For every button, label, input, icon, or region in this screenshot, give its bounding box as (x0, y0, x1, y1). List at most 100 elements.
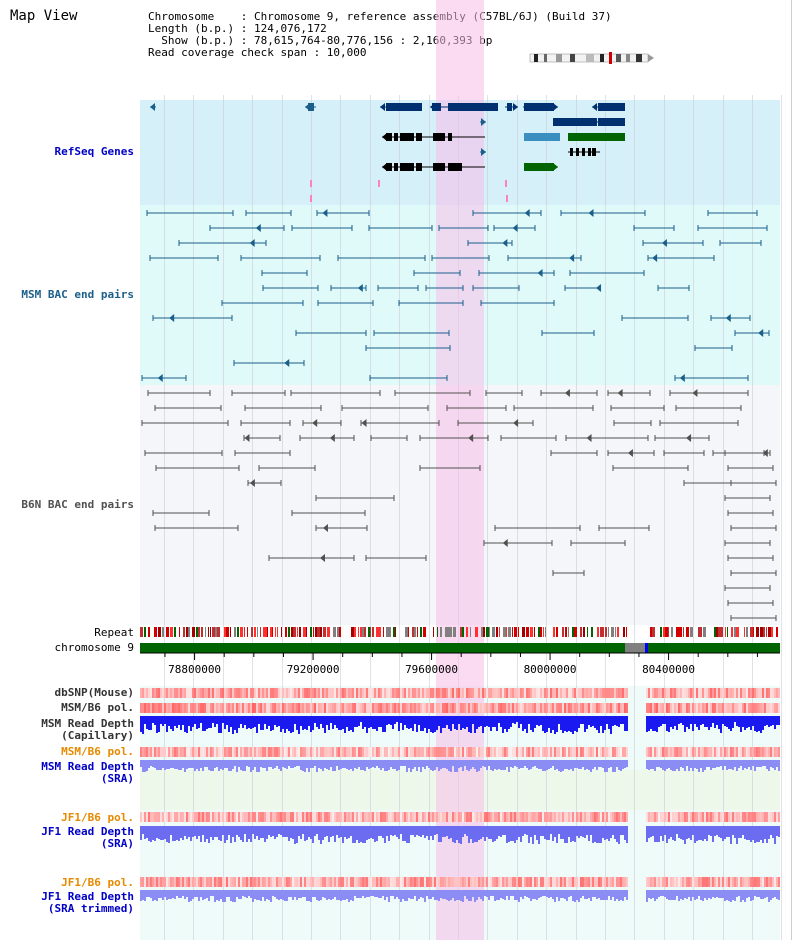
msm-bac-pair[interactable] (178, 239, 267, 247)
b6n-bac-pair[interactable] (154, 525, 239, 531)
refseq-gene[interactable] (382, 133, 485, 141)
b6n-bac-pair[interactable] (612, 465, 689, 471)
b6n-bac-pair[interactable] (550, 450, 598, 456)
refseq-gene[interactable] (592, 103, 625, 111)
read-depth-bars[interactable] (140, 890, 780, 902)
chromosome-bar[interactable] (140, 643, 780, 653)
msm-bac-pair[interactable] (146, 210, 234, 216)
b6n-bac-pair[interactable] (360, 419, 440, 427)
msm-bac-pair[interactable] (633, 225, 675, 231)
b6n-bac-pair[interactable] (598, 525, 650, 531)
msm-bac-pair[interactable] (438, 225, 489, 231)
b6n-bac-pair[interactable] (540, 389, 598, 397)
b6n-bac-pair[interactable] (483, 539, 553, 547)
msm-bac-pair[interactable] (431, 255, 490, 261)
read-depth-bars[interactable] (140, 716, 780, 734)
msm-bac-pair[interactable] (674, 374, 749, 382)
msm-bac-pair[interactable] (657, 285, 690, 291)
coverage-tracks[interactable] (140, 686, 780, 916)
b6n-bac-pair[interactable] (147, 390, 211, 396)
msm-bac-pair[interactable] (149, 255, 219, 261)
msm-bac-pair[interactable] (316, 209, 370, 217)
b6n-bac-pair[interactable] (727, 465, 774, 471)
b6n-bac-end-pairs-track[interactable] (140, 385, 780, 625)
polymorphism-heat-strip[interactable] (140, 703, 780, 713)
b6n-bac-pair[interactable] (610, 405, 665, 411)
b6n-bac-pair[interactable] (243, 434, 281, 442)
msm-bac-pair[interactable] (560, 209, 646, 217)
msm-bac-pair[interactable] (472, 285, 520, 291)
b6n-bac-pair[interactable] (669, 389, 749, 397)
b6n-bac-pair[interactable] (552, 570, 585, 576)
msm-bac-pair[interactable] (734, 329, 770, 337)
b6n-bac-pair[interactable] (231, 390, 286, 396)
msm-bac-pair[interactable] (221, 300, 304, 306)
highlight-region[interactable] (436, 0, 484, 940)
msm-bac-pair[interactable] (425, 285, 464, 291)
read-depth-bars[interactable] (140, 760, 780, 772)
refseq-gene[interactable] (150, 103, 156, 111)
b6n-bac-pair[interactable] (730, 525, 777, 531)
b6n-bac-pair[interactable] (724, 450, 771, 456)
refseq-gene[interactable] (480, 118, 486, 126)
refseq-gene[interactable] (523, 103, 558, 111)
msm-bac-pair[interactable] (478, 269, 555, 277)
b6n-bac-pair[interactable] (727, 600, 774, 606)
msm-bac-end-pairs-track[interactable] (140, 205, 780, 385)
b6n-bac-label[interactable]: B6N BAC end pairs (21, 498, 134, 511)
msm-bac-pair[interactable] (642, 239, 704, 247)
b6n-bac-pair[interactable] (663, 450, 705, 456)
b6n-bac-pair[interactable] (419, 434, 489, 442)
msm-bac-pair[interactable] (233, 359, 305, 367)
b6n-bac-pair[interactable] (727, 510, 774, 516)
b6n-bac-pair[interactable] (724, 540, 771, 546)
msm-bac-pair[interactable] (480, 300, 555, 306)
refseq-genes-track[interactable] (140, 100, 780, 205)
b6n-bac-pair[interactable] (234, 450, 291, 456)
refseq-gene[interactable] (430, 103, 498, 111)
b6n-bac-pair[interactable] (291, 510, 366, 516)
b6n-bac-pair[interactable] (500, 435, 557, 441)
b6n-bac-pair[interactable] (570, 540, 626, 546)
b6n-bac-pair[interactable] (154, 405, 222, 411)
msm-bac-pair[interactable] (569, 270, 645, 276)
b6n-bac-pair[interactable] (485, 390, 523, 396)
b6n-bac-pair[interactable] (727, 555, 774, 561)
b6n-bac-pair[interactable] (457, 419, 534, 427)
b6n-bac-pair[interactable] (244, 405, 322, 411)
msm-bac-pair[interactable] (295, 330, 367, 336)
msm-bac-pair[interactable] (209, 224, 285, 232)
refseq-gene[interactable] (568, 148, 600, 156)
refseq-label[interactable]: RefSeq Genes (54, 145, 134, 158)
b6n-bac-pair[interactable] (302, 419, 342, 427)
msm-bac-pair[interactable] (240, 255, 321, 261)
b6n-bac-pair[interactable] (683, 480, 732, 486)
msm-bac-pair[interactable] (377, 285, 419, 291)
refseq-gene[interactable] (524, 133, 560, 141)
b6n-bac-pair[interactable] (659, 420, 739, 426)
b6n-bac-pair[interactable] (141, 420, 229, 426)
msm-bac-pair[interactable] (647, 254, 715, 262)
msm-bac-pair[interactable] (373, 330, 450, 336)
b6n-bac-pair[interactable] (607, 449, 655, 457)
b6n-bac-pair[interactable] (315, 524, 368, 532)
refseq-gene[interactable] (553, 118, 625, 126)
msm-bac-pair[interactable] (330, 284, 367, 292)
b6n-bac-pair[interactable] (730, 615, 777, 621)
b6n-bac-pair[interactable] (240, 420, 291, 426)
msm-bac-pair[interactable] (719, 240, 762, 246)
msm-bac-pair[interactable] (621, 315, 689, 321)
b6n-bac-pair[interactable] (494, 525, 581, 531)
repeat-track[interactable] (140, 627, 780, 637)
msm-bac-label[interactable]: MSM BAC end pairs (21, 288, 134, 301)
polymorphism-heat-strip[interactable] (140, 877, 780, 887)
msm-bac-pair[interactable] (369, 375, 448, 381)
b6n-bac-pair[interactable] (724, 495, 771, 501)
refseq-gene[interactable] (382, 163, 485, 171)
b6n-bac-pair[interactable] (258, 465, 316, 471)
refseq-gene[interactable] (480, 148, 486, 156)
b6n-bac-pair[interactable] (365, 555, 427, 561)
msm-bac-pair[interactable] (261, 270, 308, 276)
msm-bac-pair[interactable] (472, 209, 542, 217)
polymorphism-heat-strip[interactable] (140, 812, 780, 822)
